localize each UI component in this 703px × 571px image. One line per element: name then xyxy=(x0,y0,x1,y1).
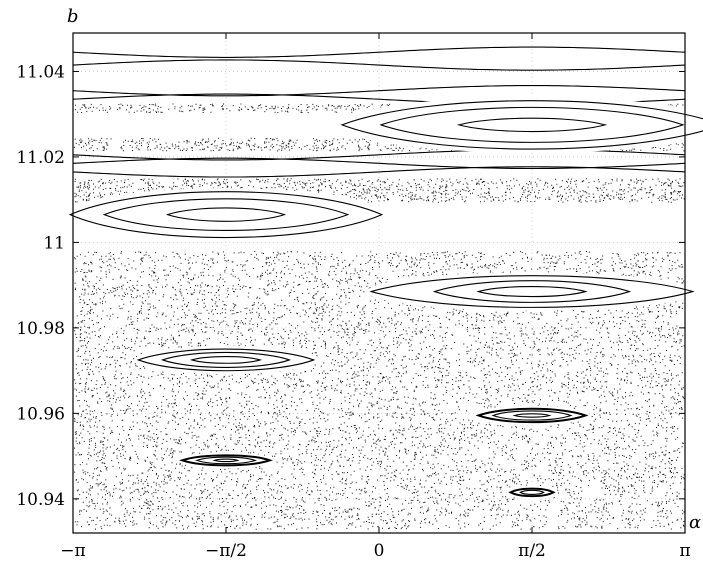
x-tick-label-2: 0 xyxy=(374,541,385,561)
island-5-orbit-2 xyxy=(212,458,240,463)
island-4-orbit-0 xyxy=(475,407,589,424)
island-clearance-0 xyxy=(338,97,703,153)
x-axis-label: α xyxy=(689,512,701,533)
island-3-orbit-2 xyxy=(189,356,263,364)
island-0-orbit-0 xyxy=(340,100,703,150)
island-3-orbit-1 xyxy=(161,351,291,368)
x-tick-label-1: −π/2 xyxy=(205,541,247,561)
island-1-orbit-2 xyxy=(165,207,287,222)
island-clearance-3 xyxy=(134,345,318,375)
x-tick-label-4: π xyxy=(679,541,690,561)
invariant-curve-5 xyxy=(72,157,686,170)
x-tick-label-3: π/2 xyxy=(518,541,546,561)
invariant-curve-0 xyxy=(72,46,686,58)
island-2-orbit-1 xyxy=(432,280,632,303)
invariant-curve-2 xyxy=(72,85,686,97)
invariant-curve-1 xyxy=(72,59,686,71)
island-1-orbit-0 xyxy=(68,191,384,239)
x-tick-label-0: −π xyxy=(60,541,85,561)
y-tick-label-5: 11.04 xyxy=(16,62,65,82)
island-1-orbit-1 xyxy=(102,198,350,232)
island-clearance-1 xyxy=(66,188,386,242)
y-tick-label-3: 11 xyxy=(43,233,65,253)
island-5-orbit-1 xyxy=(195,456,257,465)
resonance-islands-layer xyxy=(66,97,703,500)
y-tick-label-2: 10.98 xyxy=(16,319,65,339)
island-0-orbit-2 xyxy=(456,117,608,133)
tick-labels: −π −π/2 0 π/2 π 10.94 10.96 10.98 11 11.02 11.04 xyxy=(16,62,690,561)
y-tick-label-4: 11.02 xyxy=(16,148,65,168)
y-tick-label-1: 10.96 xyxy=(16,404,65,424)
island-0-orbit-1 xyxy=(379,106,685,143)
island-6-orbit-1 xyxy=(519,489,545,496)
island-4-orbit-2 xyxy=(512,413,552,418)
island-4-orbit-1 xyxy=(491,410,573,421)
island-5-orbit-0 xyxy=(179,454,273,467)
island-clearance-2 xyxy=(367,272,697,311)
y-tick-label-0: 10.94 xyxy=(16,490,65,510)
invariant-curve-6 xyxy=(72,166,686,178)
island-2-orbit-2 xyxy=(476,286,588,298)
island-clearance-6 xyxy=(506,485,558,500)
tick-marks xyxy=(72,33,686,533)
island-6-orbit-0 xyxy=(508,487,556,498)
y-axis-label: b xyxy=(67,6,79,27)
island-2-orbit-0 xyxy=(369,275,695,308)
chaotic-band-0 xyxy=(74,251,685,530)
island-3-orbit-0 xyxy=(136,348,316,372)
